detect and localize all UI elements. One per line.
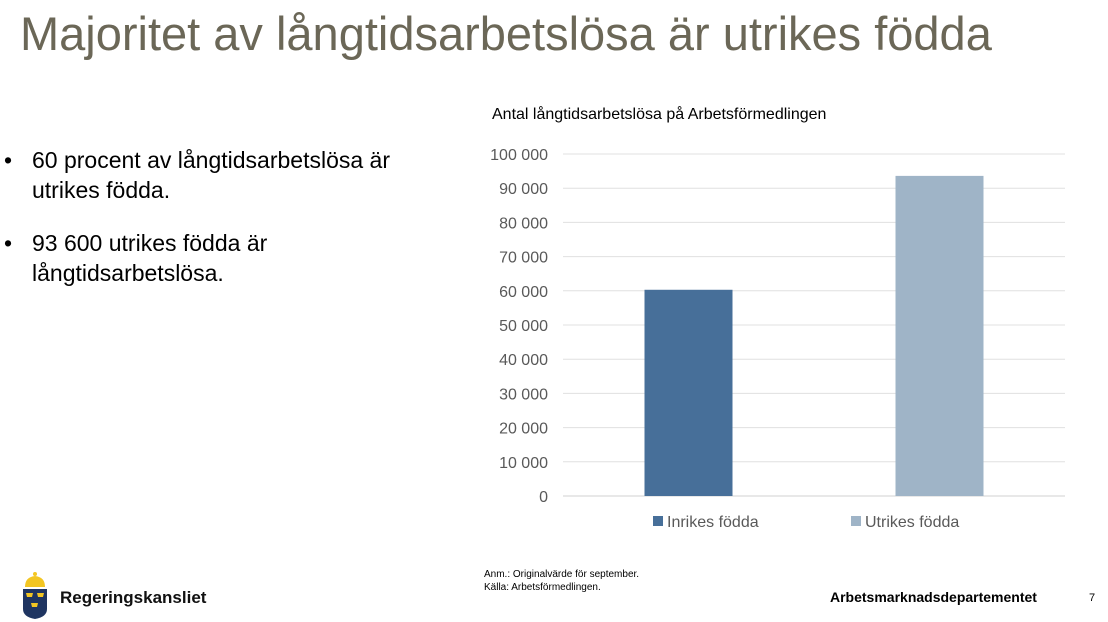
logo-text: Regeringskansliet [60,588,207,607]
bullet-item: • 60 procent av långtidsarbetslösa är utr… [4,147,390,203]
y-tick-label: 90 000 [499,181,548,198]
y-tick-label: 10 000 [499,455,548,472]
y-tick-label: 30 000 [499,386,548,403]
legend-label: Utrikes födda [865,514,959,531]
y-tick-label: 40 000 [499,352,548,369]
crown-shield-logo-icon [23,572,47,619]
page-number: 7 [1089,592,1096,604]
legend-swatch [851,516,861,526]
bullet-text: 60 procent av långtidsarbetslösa är utri… [32,147,390,203]
y-tick-label: 0 [539,489,548,506]
source-line: Källa: Arbetsförmedlingen. [484,582,601,593]
y-tick-label: 80 000 [499,215,548,232]
bullet-text: 93 600 utrikes födda är långtidsarbetslö… [32,230,268,286]
note-line: Anm.: Originalvärde för september. [484,569,640,580]
legend-label: Inrikes födda [667,514,759,531]
y-tick-label: 50 000 [499,318,548,335]
bullet-list: • 60 procent av långtidsarbetslösa är utr… [0,145,440,311]
bullet-item: • 93 600 utrikes födda är långtidsarbetsl… [4,230,268,286]
y-tick-label: 60 000 [499,284,548,301]
chart-note: Anm.: Originalvärde för september. Källa… [484,568,639,594]
chart-title: Antal långtidsarbetslösa på Arbetsförmed… [492,106,827,123]
y-tick-label: 20 000 [499,421,548,438]
y-tick-label: 100 000 [490,147,548,164]
bar-chart: 0 10 000 20 000 30 000 40 000 50 000 60 000 70 … [490,147,1065,531]
y-tick-label: 70 000 [499,250,548,267]
legend-swatch [653,516,663,526]
slide-title: Majoritet av långtidsarbetslösa är utrik… [20,7,992,60]
bar-0 [644,289,733,496]
bar-1 [895,175,984,496]
department-name: Arbetsmarknadsdepartementet [830,589,1037,605]
